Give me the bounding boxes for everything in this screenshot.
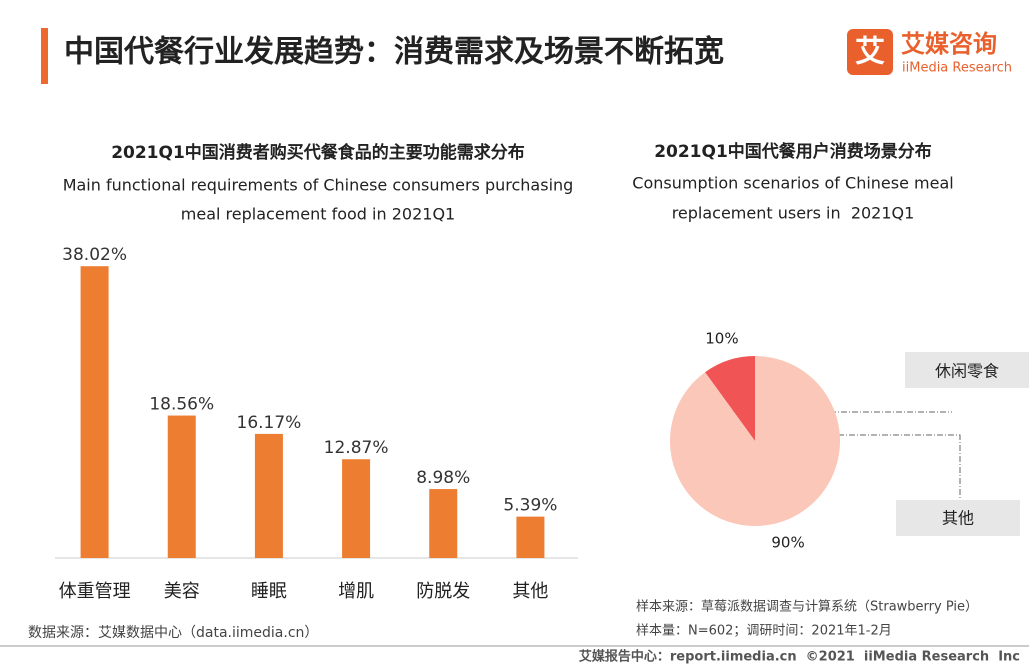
value-label: 12.87% [324, 438, 389, 458]
logo-sub: iiMedia Research [902, 61, 1012, 76]
bar [342, 459, 371, 558]
chart-subtitle: meal replacement food in 2021Q1 [181, 205, 455, 224]
legend-label: 其他 [942, 509, 974, 528]
x-tick-label: 增肌 [338, 581, 374, 602]
bar [254, 433, 283, 558]
chart-subtitle: replacement users in 2021Q1 [672, 204, 915, 223]
bar [429, 489, 458, 558]
chart-subtitle: Main functional requirements of Chinese … [63, 176, 574, 195]
value-label: 5.39% [503, 496, 557, 516]
legend-box [905, 352, 1029, 388]
bar [516, 516, 545, 558]
value-label: 10% [705, 330, 738, 348]
logo-mark: 艾 [855, 35, 885, 70]
title-accent [41, 28, 48, 84]
x-tick-label: 睡眠 [251, 581, 287, 602]
x-tick-label: 防脱发 [416, 581, 470, 602]
source-note: 数据来源：艾媒数据中心（data.iimedia.cn） [28, 625, 318, 641]
footer: 艾媒报告中心：report.iimedia.cn ©2021 iiMedia R… [579, 649, 1020, 665]
logo-name: 艾媒咨询 [901, 30, 997, 58]
x-tick-label: 美容 [164, 581, 200, 602]
x-tick-label: 其他 [512, 581, 548, 602]
page-title: 中国代餐行业发展趋势：消费需求及场景不断拓宽 [64, 35, 724, 70]
value-label: 18.56% [149, 395, 214, 415]
sample-note: 样本量：N=602；调研时间：2021年1-2月 [636, 624, 892, 639]
legend-box [896, 500, 1020, 536]
chart-title: 2021Q1中国代餐用户消费场景分布 [654, 141, 932, 162]
value-label: 90% [771, 533, 804, 551]
pie-slice [705, 356, 755, 441]
chart-subtitle: Consumption scenarios of Chinese meal [632, 174, 953, 193]
x-tick-label: 体重管理 [59, 581, 131, 602]
value-label: 16.17% [237, 413, 302, 433]
bar [167, 415, 196, 558]
chart-title: 2021Q1中国消费者购买代餐食品的主要功能需求分布 [111, 142, 525, 163]
bar [80, 266, 109, 558]
pie-slice [670, 356, 841, 526]
connector [838, 434, 961, 498]
value-label: 8.98% [416, 468, 470, 488]
value-label: 38.02% [62, 245, 127, 265]
logo-box [847, 29, 893, 75]
sample-note: 样本来源：草莓派数据调查与计算系统（Strawberry Pie） [636, 600, 978, 615]
legend-label: 休闲零食 [935, 362, 999, 381]
